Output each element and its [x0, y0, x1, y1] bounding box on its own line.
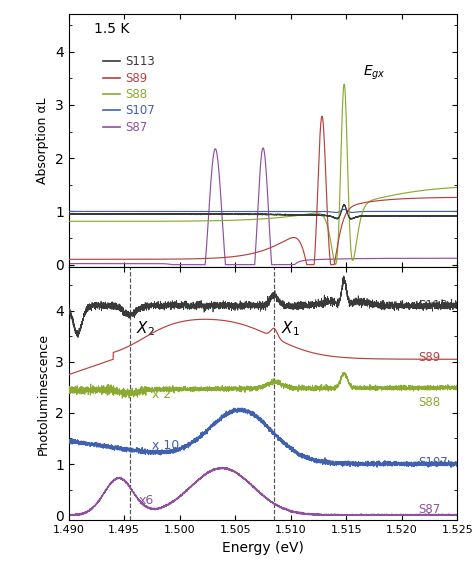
Text: $E_{gx}$: $E_{gx}$ [363, 64, 386, 82]
Text: x6: x6 [139, 494, 154, 507]
Text: S107: S107 [419, 457, 448, 469]
Y-axis label: Absorption αL: Absorption αL [36, 98, 49, 184]
Text: S88: S88 [419, 396, 441, 409]
Y-axis label: Photoluminescence: Photoluminescence [36, 333, 49, 455]
Text: $X_2$: $X_2$ [137, 320, 155, 339]
Text: x 2: x 2 [152, 388, 171, 401]
Text: 1.5 K: 1.5 K [94, 22, 129, 36]
X-axis label: Energy (eV): Energy (eV) [222, 540, 304, 555]
Text: S113: S113 [419, 299, 448, 312]
Text: x 10: x 10 [152, 439, 179, 451]
Text: $X_1$: $X_1$ [281, 320, 300, 339]
Text: S89: S89 [419, 351, 441, 364]
Text: S87: S87 [419, 503, 441, 517]
Legend: S113, S89, S88, S107, S87: S113, S89, S88, S107, S87 [98, 51, 160, 138]
